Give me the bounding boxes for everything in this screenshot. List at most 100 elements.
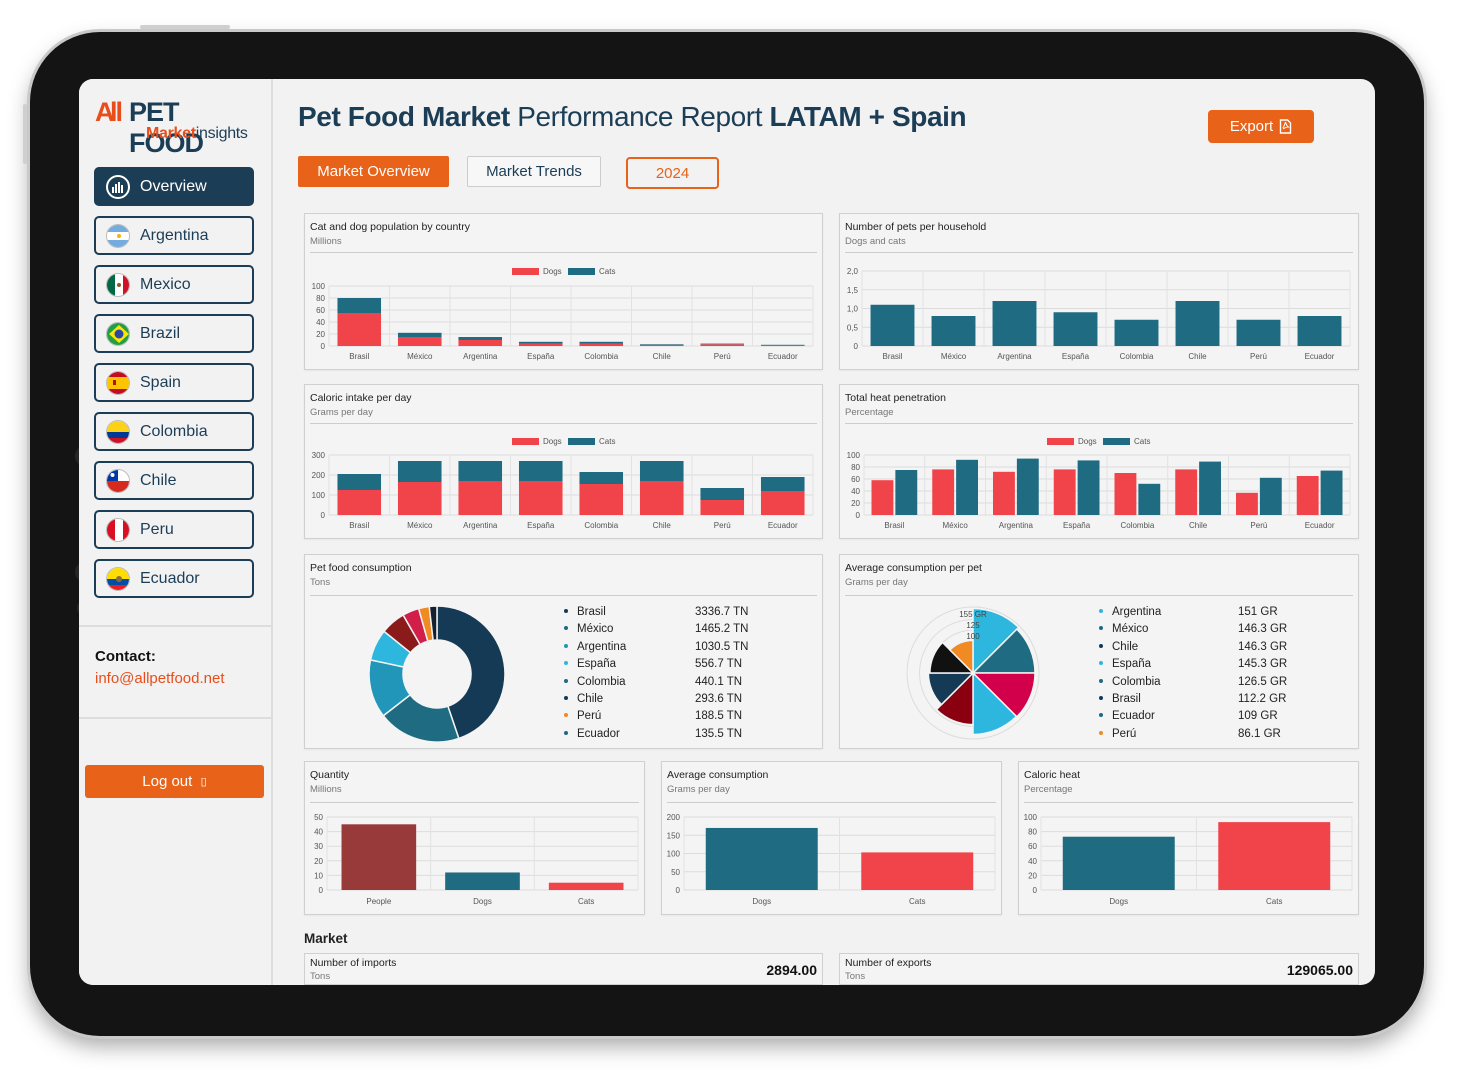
sidebar-item-label: Spain	[140, 373, 181, 391]
chart-card-caloric-heat: Caloric heat Percentage 100 80 60 40 20 0 Dogs…	[1018, 761, 1359, 915]
x-tick-label: Argentina	[999, 521, 1034, 530]
bar-cats	[1320, 470, 1343, 515]
legend-label: Dogs	[1078, 437, 1097, 446]
bar-dogs	[760, 345, 805, 346]
legend-label: Cats	[599, 267, 615, 276]
y-tick-label: 100	[312, 282, 326, 291]
sidebar-item-peru[interactable]: Peru	[94, 510, 254, 549]
legend-label: Cats	[1134, 437, 1150, 446]
chart-divider	[845, 252, 1353, 253]
logo-l-mark: ll	[110, 97, 123, 127]
chart-title: Caloric intake per day	[310, 392, 412, 404]
bar-dogs	[1296, 476, 1319, 515]
y-tick-label: 80	[316, 294, 325, 303]
sidebar-item-overview[interactable]: Overview	[94, 167, 254, 206]
population-chart-svg: 100 80 60 40 20 0 Brasil México Argentina España C…	[312, 267, 814, 361]
x-tick-label: Ecuador	[1305, 521, 1335, 530]
chart-subtitle: Grams per day	[667, 784, 730, 795]
donut-slice	[436, 605, 506, 740]
chart-title: Average consumption	[667, 769, 769, 781]
quantity-chart-svg: 50 40 30 20 10 0 People Dogs Cats	[314, 813, 639, 906]
sidebar-item-label: Peru	[140, 520, 174, 538]
main-content: Pet Food Market Performance Report LATAM…	[275, 79, 1375, 985]
legend-swatch	[568, 438, 595, 445]
tab-market-overview[interactable]: Market Overview	[298, 156, 449, 187]
kpi-subtitle: Tons	[845, 971, 866, 982]
legend-item: Chile	[1099, 641, 1138, 653]
y-tick-label: 100	[1024, 813, 1038, 822]
bar-dogs	[579, 484, 624, 515]
y-tick-label: 0	[321, 511, 326, 520]
sidebar-item-chile[interactable]: Chile	[94, 461, 254, 500]
y-tick-label: 100	[847, 451, 861, 460]
legend-value: 109 GR	[1238, 710, 1278, 723]
y-tick-label: 1,0	[847, 305, 859, 314]
logout-button[interactable]: Log out ▯	[85, 765, 264, 798]
x-tick-label: People	[366, 897, 391, 906]
bar-cats	[518, 461, 563, 481]
y-tick-label: 80	[1028, 828, 1037, 837]
tab-market-trends[interactable]: Market Trends	[467, 156, 601, 187]
sidebar-item-brazil[interactable]: Brazil	[94, 314, 254, 353]
y-tick-label: 200	[667, 813, 681, 822]
sidebar-item-colombia[interactable]: Colombia	[94, 412, 254, 451]
logout-label: Log out	[142, 773, 193, 790]
export-button[interactable]: Export	[1208, 110, 1314, 143]
ecuador-flag-icon	[106, 566, 130, 591]
y-tick-label: 300	[312, 451, 326, 460]
chart-title: Pet food consumption	[310, 562, 412, 574]
app-screen: A ll PET FOOD Marketinsights Overview Ar…	[79, 79, 1375, 985]
kpi-exports: Number of exports Tons 129065.00	[839, 953, 1359, 985]
market-heading: Market	[304, 931, 348, 946]
x-tick-label: Brasil	[349, 352, 369, 361]
kpi-value: 129065.00	[1286, 962, 1353, 978]
sidebar-item-mexico[interactable]: Mexico	[94, 265, 254, 304]
x-tick-label: Chile	[1188, 352, 1207, 361]
y-tick-label: 20	[1028, 871, 1037, 880]
legend-label: Brasil	[1112, 693, 1141, 705]
bar-cats	[760, 344, 805, 346]
bar	[341, 824, 417, 890]
y-tick-label: 100	[312, 491, 326, 500]
legend-label: Argentina	[577, 640, 627, 653]
legend-value: 556.7 TN	[695, 658, 743, 671]
x-tick-label: Perú	[1250, 352, 1267, 361]
bar	[1297, 316, 1342, 346]
chart-subtitle: Percentage	[845, 407, 894, 418]
sidebar-item-ecuador[interactable]: Ecuador	[94, 559, 254, 598]
legend-item: México	[1099, 623, 1148, 635]
sidebar-item-label: Colombia	[140, 422, 208, 440]
bar	[445, 872, 520, 890]
bar-cats	[579, 341, 624, 344]
legend-value: 145.3 GR	[1238, 658, 1288, 671]
chart-divider	[845, 595, 1353, 596]
bar-dogs	[518, 343, 563, 346]
polar-slice	[972, 607, 1020, 675]
sidebar-item-label: Brazil	[140, 324, 181, 342]
bar	[992, 301, 1037, 346]
bar-cats	[1138, 483, 1161, 515]
y-tick-label: 40	[1028, 857, 1037, 866]
chart-title: Cat and dog population by country	[310, 221, 470, 233]
sidebar-item-spain[interactable]: Spain	[94, 363, 254, 402]
sidebar-item-label: Overview	[140, 177, 207, 195]
contact-email-link[interactable]: info@allpetfood.net	[95, 670, 225, 687]
x-tick-label: Argentina	[463, 352, 498, 361]
year-selector[interactable]: 2024	[626, 157, 719, 189]
polar-slice	[929, 641, 975, 674]
x-tick-label: Colombia	[1120, 352, 1154, 361]
x-tick-label: Brasil	[884, 521, 904, 530]
logo: A ll PET FOOD Marketinsights	[95, 97, 255, 158]
y-tick-label: 60	[1028, 842, 1037, 851]
bar-dogs	[639, 481, 684, 515]
chart-title: Total heat penetration	[845, 392, 946, 404]
sidebar-item-argentina[interactable]: Argentina	[94, 216, 254, 255]
y-tick-label: 20	[316, 330, 325, 339]
bar-chart-icon	[106, 174, 130, 199]
y-tick-label: 60	[316, 306, 325, 315]
caloric-heat-chart-svg: 100 80 60 40 20 0 Dogs Cats	[1024, 813, 1353, 906]
chart-subtitle: Grams per day	[845, 577, 908, 588]
bar-dogs	[700, 500, 745, 515]
y-tick-label: 80	[851, 463, 860, 472]
sidebar-item-label: Ecuador	[140, 569, 200, 587]
